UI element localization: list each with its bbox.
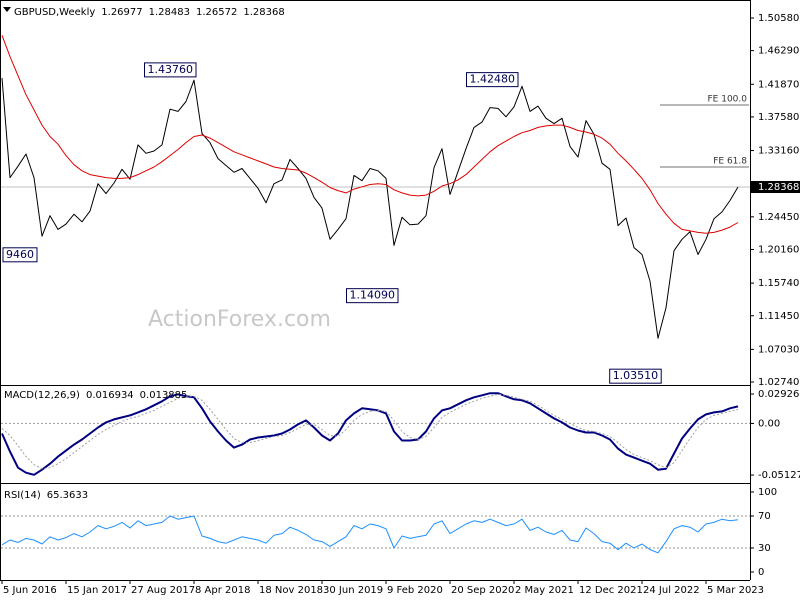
x-tick-label: 5 Jun 2016 bbox=[3, 585, 57, 596]
y-tick-label: 1.46290 bbox=[758, 46, 799, 57]
y-tick-label: 30 bbox=[758, 543, 771, 554]
y-tick-label: 0.029261 bbox=[758, 389, 800, 400]
extreme-label-box bbox=[609, 368, 662, 384]
x-tick-label: 8 Apr 2018 bbox=[195, 585, 250, 596]
extreme-label: 1.03510 bbox=[609, 368, 662, 384]
y-tick-label: 1.33160 bbox=[758, 146, 799, 157]
fibo-label: FE 100.0 bbox=[708, 94, 748, 104]
x-tick-label: 9 Feb 2020 bbox=[387, 585, 443, 596]
series-line bbox=[1, 35, 739, 234]
header-value: 65.3633 bbox=[47, 490, 88, 501]
x-tick-label: 18 Nov 2018 bbox=[259, 585, 323, 596]
y-tick-label: 1.20160 bbox=[758, 244, 799, 255]
header-value: 1.28483 bbox=[149, 7, 190, 18]
x-tick-label: 24 Jul 2022 bbox=[643, 585, 700, 596]
header-value: RSI(14) bbox=[4, 490, 41, 501]
extreme-label-box bbox=[2, 247, 38, 263]
series-line bbox=[1, 77, 739, 339]
extreme-label-box bbox=[346, 288, 399, 304]
extreme-label-text: 1.14090 bbox=[350, 289, 396, 302]
series-line bbox=[1, 515, 739, 554]
y-tick-label: 1.07030 bbox=[758, 344, 799, 355]
y-tick-label: 1.15740 bbox=[758, 278, 799, 289]
x-tick-label: 15 Jan 2017 bbox=[67, 585, 127, 596]
x-tick-label: 30 Jun 2019 bbox=[323, 585, 383, 596]
header-value: 0.016934 bbox=[86, 390, 134, 401]
extreme-label-text: 1.03510 bbox=[613, 369, 659, 382]
x-tick-label: 2 May 2021 bbox=[515, 585, 574, 596]
dropdown-icon[interactable] bbox=[3, 7, 11, 12]
y-tick-label: 100 bbox=[758, 487, 777, 498]
y-tick-label: 1.41870 bbox=[758, 79, 799, 90]
y-tick-label: 1.11450 bbox=[758, 311, 799, 322]
panel-header: MACD(12,26,9) 0.016934 0.013885 bbox=[4, 390, 187, 401]
current-price-label: 1.28368 bbox=[758, 182, 799, 193]
y-tick-label: 70 bbox=[758, 511, 771, 522]
extreme-label-text: 9460 bbox=[6, 248, 34, 261]
extreme-label-text: 1.43760 bbox=[148, 63, 194, 76]
y-tick-label: 0 bbox=[758, 567, 764, 578]
panel-header: GBPUSD,Weekly 1.26977 1.28483 1.26572 1.2836… bbox=[14, 7, 285, 18]
extreme-label: 1.42480 bbox=[466, 72, 519, 88]
x-tick-label: 27 Aug 2017 bbox=[131, 585, 195, 596]
extreme-label-box bbox=[144, 62, 197, 78]
series-line bbox=[1, 393, 739, 470]
x-tick-label: 20 Sep 2020 bbox=[451, 585, 514, 596]
x-tick-label: 12 Dec 2021 bbox=[579, 585, 643, 596]
header-value: GBPUSD,Weekly bbox=[14, 7, 95, 18]
panel-header: RSI(14) 65.3633 bbox=[4, 490, 88, 501]
y-tick-label: 1.37580 bbox=[758, 112, 799, 123]
current-price-box bbox=[750, 181, 800, 194]
fibo-label: FE 61.8 bbox=[713, 156, 747, 166]
y-tick-label: 0.00 bbox=[758, 418, 780, 429]
y-tick-label: 1.24450 bbox=[758, 212, 799, 223]
header-value: 1.26977 bbox=[101, 7, 142, 18]
series-line bbox=[1, 392, 739, 476]
extreme-label-text: 1.42480 bbox=[470, 73, 516, 86]
y-tick-label: 1.50580 bbox=[758, 13, 799, 24]
watermark: ActionForex.com bbox=[148, 307, 331, 332]
header-value: 1.26572 bbox=[196, 7, 237, 18]
extreme-label: 9460 bbox=[2, 247, 38, 263]
x-tick-label: 5 Mar 2023 bbox=[707, 585, 764, 596]
header-value: MACD(12,26,9) bbox=[4, 390, 80, 401]
extreme-label: 1.14090 bbox=[346, 288, 399, 304]
extreme-label: 1.43760 bbox=[144, 62, 197, 78]
header-value: 1.28368 bbox=[243, 7, 284, 18]
header-value: 0.013885 bbox=[140, 390, 188, 401]
y-tick-label: 1.02740 bbox=[758, 377, 799, 388]
y-tick-label: -0.051279 bbox=[758, 470, 800, 481]
extreme-label-box bbox=[466, 72, 519, 88]
